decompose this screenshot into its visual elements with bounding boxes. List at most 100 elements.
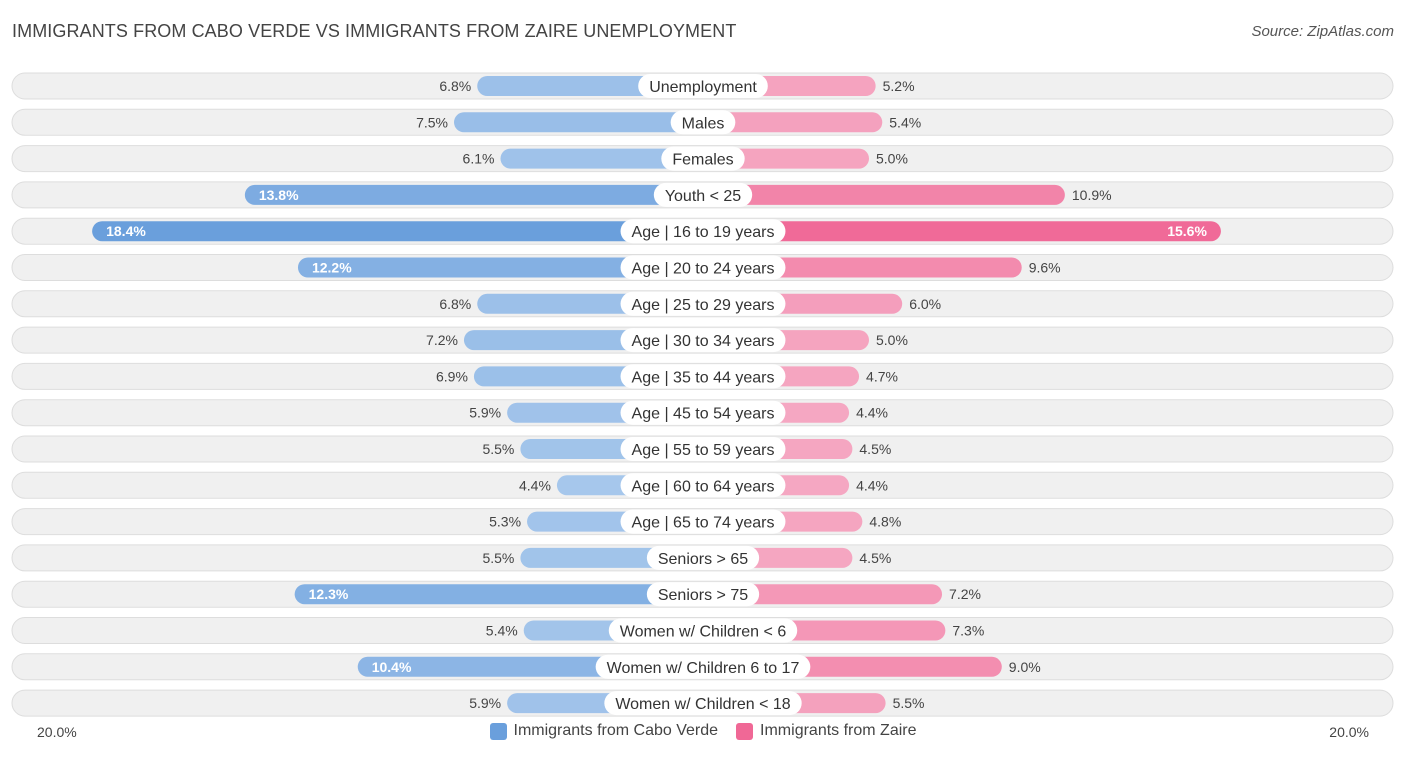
chart-title: IMMIGRANTS FROM CABO VERDE VS IMMIGRANTS… (12, 21, 737, 41)
category-label-age-35-to-44-years: Age | 35 to 44 years (620, 364, 786, 389)
value-label-zaire-women-w-children-6: 7.3% (952, 623, 984, 639)
category-label-women-w-children-6: Women w/ Children < 6 (608, 618, 798, 643)
value-label-zaire-age-65-to-74-years: 4.8% (869, 514, 901, 530)
category-label-age-45-to-54-years: Age | 45 to 54 years (620, 400, 786, 425)
category-label-women-w-children-6-to-17: Women w/ Children 6 to 17 (595, 654, 811, 679)
value-label-cabo-verde-age-20-to-24-years: 12.2% (312, 260, 352, 276)
value-label-zaire-youth-25: 10.9% (1072, 187, 1112, 203)
value-label-cabo-verde-age-35-to-44-years: 6.9% (436, 368, 468, 384)
legend-label-cabo-verde: Immigrants from Cabo Verde (513, 722, 719, 739)
category-text-women-w-children-18: Women w/ Children < 18 (615, 696, 790, 713)
legend-swatch-zaire (736, 722, 754, 740)
category-text-age-30-to-34-years: Age | 30 to 34 years (632, 333, 775, 350)
category-text-seniors-75: Seniors > 75 (658, 587, 748, 604)
category-label-age-20-to-24-years: Age | 20 to 24 years (620, 255, 786, 280)
legend-item-zaire[interactable]: Immigrants from Zaire (736, 722, 917, 740)
bar-cabo-verde-age-20-to-24-years[interactable] (297, 257, 703, 278)
bar-cabo-verde-seniors-75[interactable] (294, 584, 703, 605)
value-label-zaire-age-35-to-44-years: 4.7% (866, 368, 898, 384)
value-label-zaire-age-55-to-59-years: 4.5% (859, 441, 891, 457)
category-pill-age-25-to-29-years (620, 291, 786, 316)
category-label-females: Females (661, 146, 745, 171)
value-label-zaire-seniors-65: 4.5% (859, 550, 891, 566)
bar-zaire-seniors-75[interactable] (703, 584, 943, 605)
value-label-zaire-males: 5.4% (889, 114, 921, 130)
value-label-zaire-age-30-to-34-years: 5.0% (876, 332, 908, 348)
category-pill-unemployment (638, 74, 768, 98)
category-label-age-30-to-34-years: Age | 30 to 34 years (620, 328, 786, 353)
category-pill-age-45-to-54-years (620, 400, 786, 425)
bar-zaire-females[interactable] (703, 148, 869, 169)
category-label-unemployment: Unemployment (638, 74, 768, 98)
category-text-age-35-to-44-years: Age | 35 to 44 years (632, 369, 775, 386)
category-pill-age-60-to-64-years (620, 473, 786, 498)
category-pill-age-65-to-74-years (620, 509, 786, 534)
category-pill-males (670, 110, 736, 135)
category-text-seniors-65: Seniors > 65 (658, 551, 748, 568)
axis-label-right: 20.0% (1329, 724, 1369, 740)
category-pill-seniors-65 (646, 545, 760, 570)
category-pill-age-16-to-19-years (620, 219, 786, 244)
bar-cabo-verde-females[interactable] (500, 148, 703, 169)
value-label-cabo-verde-age-16-to-19-years: 18.4% (106, 223, 146, 239)
category-text-youth-25: Youth < 25 (665, 188, 741, 205)
category-text-females: Females (672, 152, 733, 169)
category-label-women-w-children-18: Women w/ Children < 18 (604, 691, 802, 716)
category-pill-women-w-children-6 (608, 618, 798, 643)
value-label-cabo-verde-age-25-to-29-years: 6.8% (439, 296, 471, 312)
value-label-cabo-verde-seniors-75: 12.3% (309, 586, 349, 602)
value-label-cabo-verde-age-45-to-54-years: 5.9% (469, 405, 501, 421)
value-label-zaire-unemployment: 5.2% (883, 78, 915, 94)
category-text-unemployment: Unemployment (649, 79, 757, 96)
value-label-zaire-age-45-to-54-years: 4.4% (856, 405, 888, 421)
value-label-cabo-verde-age-65-to-74-years: 5.3% (489, 514, 521, 530)
category-text-age-25-to-29-years: Age | 25 to 29 years (632, 297, 775, 314)
axis-label-left: 20.0% (37, 724, 77, 740)
category-pill-females (661, 146, 745, 171)
bar-cabo-verde-age-16-to-19-years[interactable] (92, 221, 704, 242)
value-label-cabo-verde-females: 6.1% (463, 151, 495, 167)
value-label-zaire-age-60-to-64-years: 4.4% (856, 477, 888, 493)
bar-zaire-age-16-to-19-years[interactable] (703, 221, 1221, 242)
value-label-cabo-verde-seniors-65: 5.5% (482, 550, 514, 566)
category-pill-age-30-to-34-years (620, 328, 786, 353)
category-label-age-60-to-64-years: Age | 60 to 64 years (620, 473, 786, 498)
source-credit: Source: ZipAtlas.com (1251, 23, 1394, 40)
legend: Immigrants from Cabo Verde Immigrants fr… (0, 722, 1406, 740)
value-label-zaire-women-w-children-18: 5.5% (893, 695, 925, 711)
category-pill-age-35-to-44-years (620, 364, 786, 389)
value-label-zaire-females: 5.0% (876, 151, 908, 167)
value-label-cabo-verde-age-30-to-34-years: 7.2% (426, 332, 458, 348)
bar-cabo-verde-males[interactable] (454, 112, 703, 133)
value-label-zaire-women-w-children-6-to-17: 9.0% (1009, 659, 1041, 675)
category-label-seniors-75: Seniors > 75 (646, 582, 760, 607)
category-label-seniors-65: Seniors > 65 (646, 545, 760, 570)
category-label-age-55-to-59-years: Age | 55 to 59 years (620, 437, 786, 461)
bar-zaire-males[interactable] (703, 112, 883, 133)
legend-swatch-cabo-verde (489, 722, 507, 740)
category-text-age-65-to-74-years: Age | 65 to 74 years (632, 515, 775, 532)
category-text-women-w-children-6-to-17: Women w/ Children 6 to 17 (607, 660, 800, 677)
value-label-cabo-verde-age-55-to-59-years: 5.5% (482, 441, 514, 457)
category-pill-age-20-to-24-years (620, 255, 786, 280)
category-pill-women-w-children-18 (604, 691, 802, 716)
category-pill-youth-25 (653, 182, 753, 207)
legend-label-zaire: Immigrants from Zaire (760, 722, 917, 739)
category-pill-women-w-children-6-to-17 (595, 654, 811, 679)
category-text-age-16-to-19-years: Age | 16 to 19 years (632, 224, 775, 241)
bar-zaire-youth-25[interactable] (703, 184, 1065, 205)
value-label-zaire-age-20-to-24-years: 9.6% (1029, 260, 1061, 276)
legend-item-cabo-verde[interactable]: Immigrants from Cabo Verde (489, 722, 719, 740)
value-label-zaire-seniors-75: 7.2% (949, 586, 981, 602)
category-label-youth-25: Youth < 25 (653, 182, 753, 207)
category-pill-age-55-to-59-years (620, 437, 786, 461)
bar-cabo-verde-youth-25[interactable] (244, 184, 703, 205)
value-label-zaire-age-16-to-19-years: 15.6% (1167, 223, 1207, 239)
value-label-cabo-verde-unemployment: 6.8% (439, 78, 471, 94)
category-text-age-55-to-59-years: Age | 55 to 59 years (632, 442, 775, 459)
category-label-age-25-to-29-years: Age | 25 to 29 years (620, 291, 786, 316)
category-label-age-65-to-74-years: Age | 65 to 74 years (620, 509, 786, 534)
value-label-cabo-verde-women-w-children-6: 5.4% (486, 623, 518, 639)
category-text-women-w-children-6: Women w/ Children < 6 (620, 624, 787, 641)
